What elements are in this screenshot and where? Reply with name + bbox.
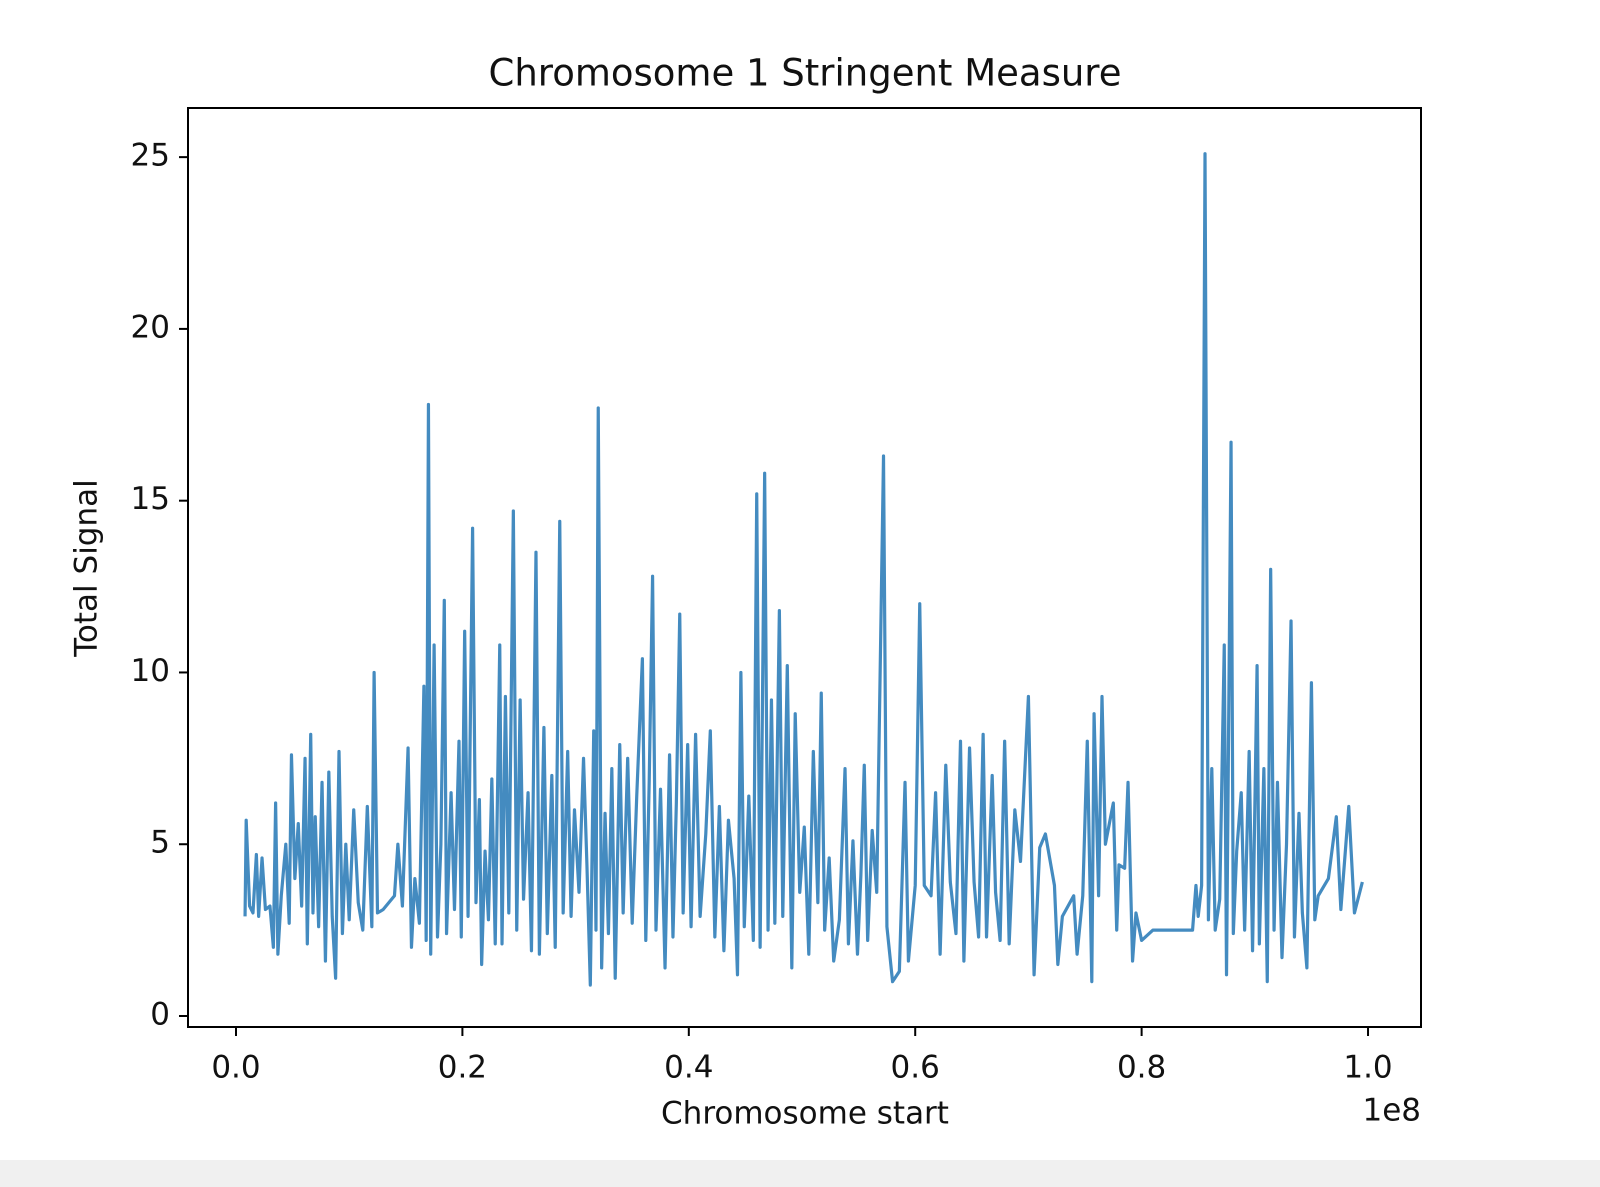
chart-title: Chromosome 1 Stringent Measure	[489, 52, 1122, 95]
y-tick-label: 20	[131, 309, 170, 345]
y-axis-label: Total Signal	[69, 479, 105, 657]
x-tick-label: 1.0	[1343, 1050, 1392, 1086]
x-tick-label: 0.8	[1117, 1050, 1166, 1086]
x-tick-label: 0.4	[664, 1050, 713, 1086]
y-tick-label: 15	[131, 481, 170, 517]
bottom-strip	[0, 1160, 1600, 1187]
x-tick-label: 0.2	[438, 1050, 487, 1086]
data-line	[243, 152, 1364, 987]
x-tick-label: 0.0	[211, 1050, 260, 1086]
x-axis-label: Chromosome start	[661, 1096, 949, 1132]
y-tick-label: 10	[131, 653, 170, 689]
plot-frame	[187, 107, 1422, 1028]
x-tick-label: 0.6	[891, 1050, 940, 1086]
x-offset-text: 1e8	[1362, 1093, 1421, 1129]
y-tick-label: 5	[150, 825, 170, 861]
y-tick-label: 0	[150, 997, 170, 1033]
y-tick-label: 25	[131, 138, 170, 174]
